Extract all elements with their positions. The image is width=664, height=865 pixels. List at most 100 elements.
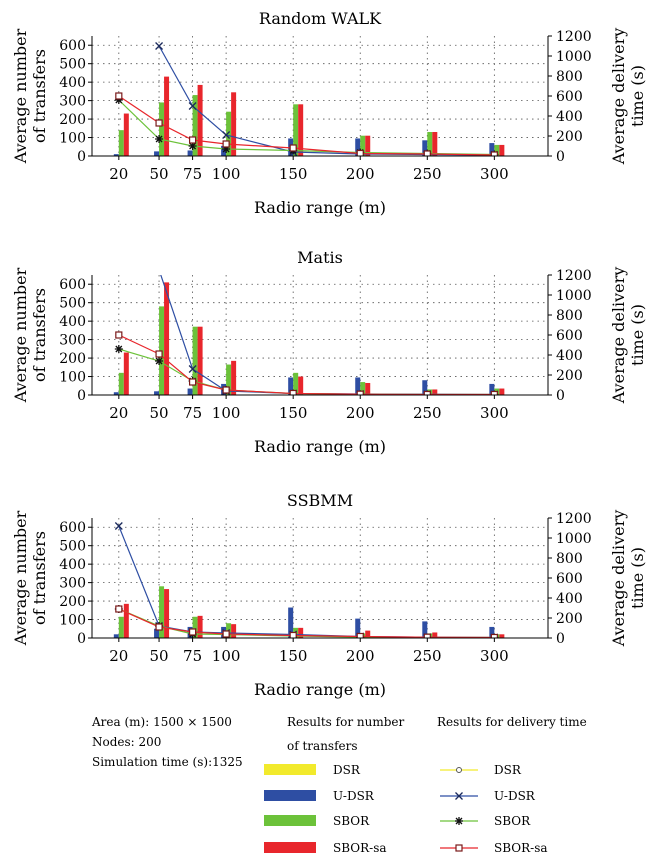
bar-sbor-sa [123,113,129,156]
y-tick-label-right: 400 [556,348,583,364]
x-tick-label: 200 [346,404,375,422]
y-tick-label-left: 200 [59,594,86,610]
chart-title: SSBMM [287,491,353,510]
bar-sbor-sa [164,282,170,395]
line-point-sbor [222,145,231,153]
x-tick-label: 75 [183,404,202,422]
line-point-sbor [114,345,123,353]
bar-sbor [118,130,124,156]
legend-swatch-bar-sbor-sa [264,842,316,853]
bar-sbor-sa [432,389,438,395]
y-tick-label-left: 300 [59,576,86,592]
y-axis-label-left: Average number of transfers [11,28,49,164]
y-tick-label-left: 200 [59,351,86,367]
line-point-sbor-sa [155,350,163,358]
line-point-u-dsr [222,131,231,139]
bar-sbor-sa [197,326,203,395]
y-tick-label-right: 600 [556,328,583,344]
legend-swatch-bar-dsr [264,764,316,775]
chart-title: Matis [297,248,343,267]
y-label-left-line1: Average number [11,510,30,646]
y-tick-label-right: 400 [556,109,583,125]
line-group [114,522,499,638]
x-tick-label: 50 [150,404,169,422]
y-tick-label-right: 0 [556,388,565,404]
line-point-sbor-sa [115,605,123,613]
y-tick-label-right: 1000 [556,49,592,65]
line-point-sbor-sa [222,630,230,638]
bar-u-dsr [489,626,495,638]
bar-sbor-sa [365,383,371,395]
bar-sbor [192,616,198,638]
line-point-sbor-sa [423,633,431,638]
legend-bar-label: DSR [333,763,361,777]
bar-sbor-sa [298,104,304,156]
bar-u-dsr [113,634,119,638]
legend-bar-label: SBOR-sa [333,841,387,855]
bar-sbor-sa [123,352,129,395]
bar-group [113,586,505,638]
legend-line-label: U-DSR [494,789,536,803]
y-label-left-line1: Average number [11,28,30,164]
x-tick-label: 50 [150,165,169,183]
bar-sbor [427,132,433,156]
legend-line-label: DSR [494,763,522,777]
bar-sbor-sa [231,360,237,395]
y-axis-label-right: Average delivery time (s) [609,510,647,648]
x-tick-label: 75 [183,165,202,183]
line-point-sbor-sa [222,386,230,394]
line-series-sbor-sa [118,95,495,156]
y-tick-label-left: 100 [59,613,86,629]
bar-u-dsr [489,383,495,395]
x-tick-label: 150 [279,647,308,665]
legend-bar-label: SBOR [333,814,370,828]
bar-u-dsr [355,138,361,156]
line-series-sbor-sa [118,334,495,395]
bar-sbor [192,326,198,395]
legend-info-line: Area (m): 1500 × 1500 [91,715,232,729]
line-series-sbor-sa [118,608,495,638]
y-tick-label-right: 1000 [556,531,592,547]
bar-sbor-sa [298,627,304,638]
x-axis-label: Radio range (m) [254,437,386,456]
bar-sbor [159,586,165,638]
bar-sbor-sa [499,634,505,638]
y-tick-label-left: 100 [59,131,86,147]
y-label-left-line2: of transfers [30,288,49,382]
bar-group [113,282,505,395]
x-tick-label: 300 [480,165,509,183]
bar-u-dsr [288,607,294,638]
bar-u-dsr [113,154,119,156]
line-point-sbor [114,96,123,104]
y-tick-label-left: 600 [59,38,86,54]
bar-sbor [226,364,232,395]
y-tick-label-left: 100 [59,370,86,386]
chart-title: Random WALK [259,9,382,28]
bar-u-dsr [113,392,119,395]
line-point-sbor [455,817,463,825]
bar-u-dsr [355,377,361,395]
line-series-u-dsr [160,275,495,395]
line-point-sbor-sa [188,136,197,144]
line-point-u-dsr [455,792,463,800]
y-tick-label-left: 300 [59,94,86,110]
bar-sbor-sa [197,84,203,156]
legend-bar-label: U-DSR [333,789,375,803]
y-label-left-line2: of transfers [30,49,49,143]
y-label-left-line1: Average number [11,267,30,403]
bar-sbor [293,104,299,156]
y-label-right-line2: time (s) [628,65,647,127]
bar-u-dsr [154,628,160,638]
bar-u-dsr [489,143,495,156]
line-point-dsr [456,767,462,773]
bar-sbor [192,95,198,156]
bar-sbor-sa [499,388,505,395]
line-point-u-dsr [114,522,123,530]
chart-panel-1: Random WALK 0 100 200 300 400 500 600 0 200 400 600… [11,9,647,217]
line-point-sbor-sa [155,623,163,631]
bar-sbor [118,616,124,638]
legend-swatch-bar-sbor [264,815,316,826]
x-tick-label: 150 [279,165,308,183]
y-tick-label-right: 600 [556,571,583,587]
